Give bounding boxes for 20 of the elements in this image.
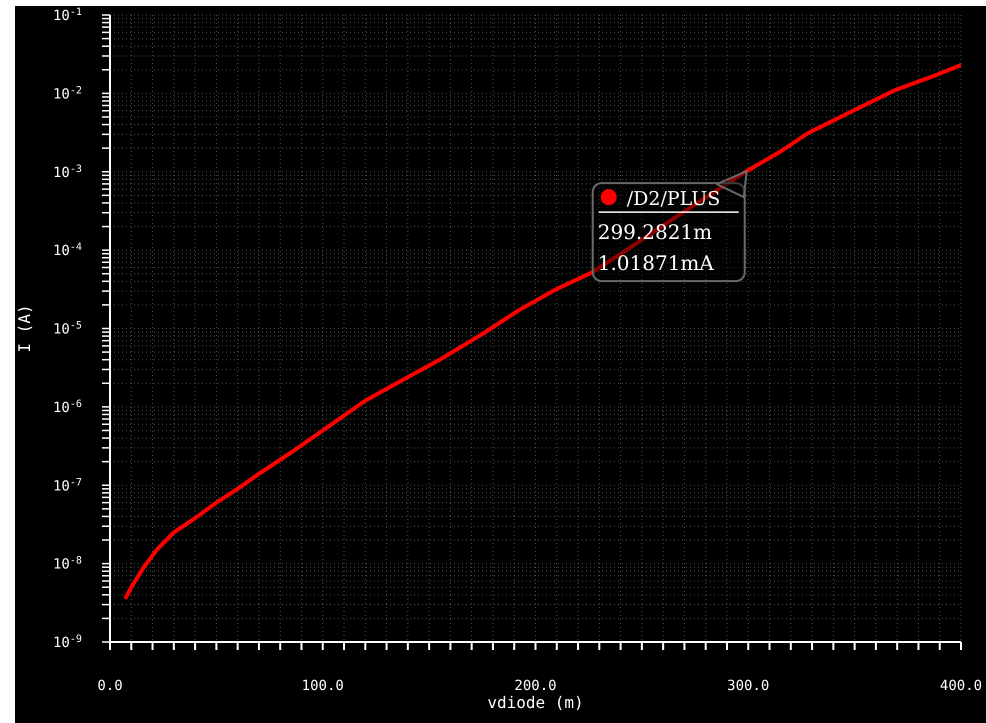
annotation: 299.2821m [598,220,712,244]
y-tick-label: 10$^{-4}$ [53,242,82,260]
legend-label: /D2/PLUS [626,188,720,210]
y-tick-label: 10$^{-1}$ [53,6,82,24]
x-axis-title: vdiode (m) [487,693,584,712]
y-tick-label: 10$^{-8}$ [53,555,82,573]
y-tick-label: 10$^{-7}$ [53,476,82,494]
x-tick-label: 100.0 [302,678,344,694]
y-tick-label: 10$^{-2}$ [53,84,82,102]
x-tick-label: 400.0 [940,678,982,694]
x-tick-label: 300.0 [727,678,770,694]
annotation: 1.01871mA [598,251,714,276]
x-tick-label: 200.0 [514,678,557,694]
y-axis-title: I (A) [14,304,34,353]
y-tick-label: 10$^{-9}$ [53,634,82,652]
x-tick-label: 0.0 [97,678,123,694]
y-tick-label: 10$^{-3}$ [53,163,82,181]
y-tick-label: 10$^{-5}$ [53,320,82,338]
y-tick-label: 10$^{-6}$ [53,398,82,416]
line-series [124,63,961,600]
